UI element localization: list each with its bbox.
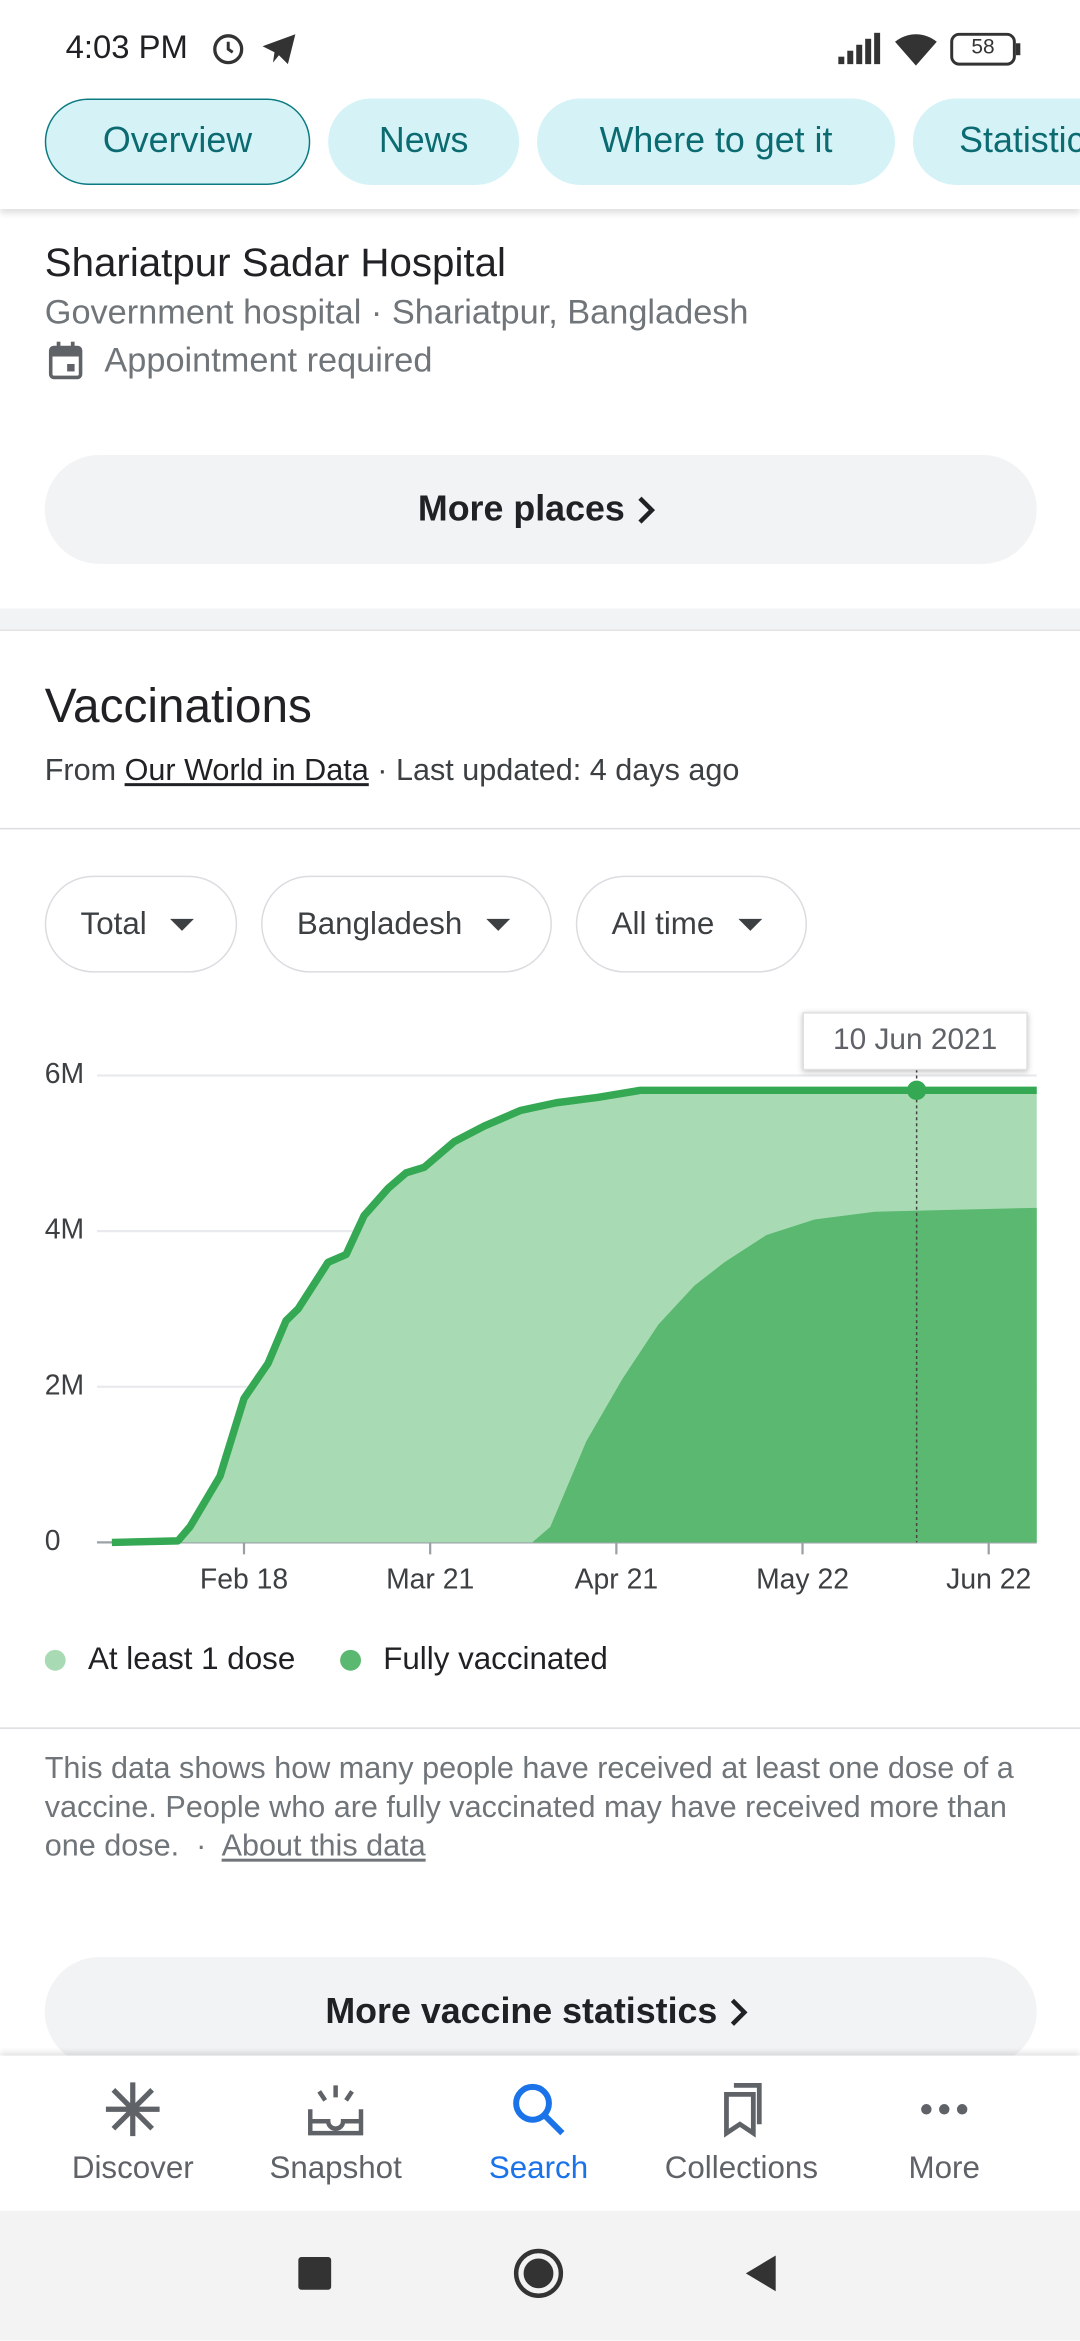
chip-label: Total: [80, 906, 147, 941]
filter-chip[interactable]: All time: [575, 875, 808, 973]
nav-icon: [724, 2083, 762, 2138]
x-tick-label: Feb 18: [200, 1564, 288, 1596]
section-divider: [0, 608, 1080, 631]
nav-label: Collections: [664, 2151, 818, 2186]
legend-swatch: [44, 1649, 66, 1671]
tab[interactable]: News: [328, 98, 520, 185]
disclaimer: This data shows how many people have rec…: [45, 1750, 1030, 1866]
tooltip-label: 10 Jun 2021: [833, 1023, 997, 1056]
nav-icon: [513, 2083, 565, 2136]
x-tick-label: Jun 22: [946, 1564, 1031, 1596]
status-icons: [213, 34, 296, 65]
tab[interactable]: Overview: [44, 98, 311, 185]
y-tick-label: 2M: [45, 1369, 84, 1401]
x-tick-label: Apr 21: [575, 1564, 658, 1596]
dropdown-arrow: [170, 918, 195, 931]
tab[interactable]: Where to get it: [537, 98, 896, 185]
source-prefix: From: [44, 753, 117, 788]
updated: · Last updated: 4 days ago: [377, 753, 740, 788]
place-subtitle: Government hospital · Shariatpur, Bangla…: [44, 292, 749, 332]
line: [111, 1086, 1037, 1547]
nav-item[interactable]: Discover: [31, 2073, 234, 2192]
legend-label: At least 1 dose: [88, 1642, 296, 1677]
disclaimer-text: This data shows how many people have rec…: [44, 1751, 1014, 1864]
legend: At least 1 dose Fully vaccinated: [44, 1642, 608, 1678]
nav-item[interactable]: Search: [437, 2073, 640, 2192]
nav-label: More: [908, 2151, 980, 2186]
legend-swatch: [339, 1649, 361, 1671]
source-link[interactable]: Our World in Data: [124, 753, 369, 788]
tab[interactable]: Statistics: [912, 98, 1080, 185]
tooltip-box: [802, 1012, 1028, 1071]
place-name[interactable]: Shariatpur Sadar Hospital: [44, 240, 506, 285]
nav-label: Search: [488, 2151, 589, 2186]
chevron: [730, 1998, 748, 2026]
nav-item[interactable]: Snapshot: [234, 2073, 437, 2192]
dropdown-arrow: [486, 918, 511, 931]
x-tick-label: Mar 21: [386, 1564, 474, 1596]
place-note: Appointment required: [104, 340, 433, 379]
divider: [0, 1727, 1080, 1729]
filter-chip[interactable]: Total: [44, 875, 238, 973]
separator: ·: [196, 1828, 207, 1864]
nav-icon: [308, 2085, 364, 2136]
more-stats-button[interactable]: More vaccine statistics: [44, 1957, 1037, 2067]
section-title: Vaccinations: [44, 678, 312, 733]
about-link[interactable]: About this data: [221, 1828, 426, 1864]
more-places-button[interactable]: More places: [44, 454, 1037, 564]
nav-item[interactable]: More: [843, 2073, 1046, 2192]
button-label: More places: [417, 488, 625, 529]
y-tick-label: 4M: [45, 1214, 84, 1246]
dropdown-arrow: [738, 918, 763, 931]
chip-label: All time: [611, 906, 715, 941]
filter-chip[interactable]: Bangladesh: [261, 875, 552, 973]
nav-icon: [921, 2104, 968, 2115]
clock: 4:03 PM: [65, 28, 188, 66]
chart: 0 2M 4M 6M Feb 18 Mar 21 Apr 21 May 22 Jun 22 10 …: [45, 1012, 1037, 1596]
nav-icon: [105, 2082, 160, 2137]
divider: [0, 827, 1080, 830]
nav-label: Discover: [71, 2151, 194, 2186]
chevron: [638, 495, 655, 523]
nav-label: Snapshot: [269, 2151, 402, 2186]
battery-level: 58: [971, 34, 995, 59]
calendar-icon: [48, 341, 83, 380]
x-tick-label: May 22: [756, 1564, 849, 1596]
area: [532, 1207, 1037, 1543]
status-icons-right: [838, 32, 1021, 66]
nav-item[interactable]: Collections: [640, 2073, 843, 2192]
y-tick-label: 0: [45, 1525, 61, 1557]
source-line: From Our World in Data · Last updated: 4…: [45, 753, 740, 789]
system-buttons[interactable]: [0, 2211, 1080, 2341]
button-label: More vaccine statistics: [325, 1990, 718, 2031]
tooltip-point: [906, 1080, 927, 1101]
system-nav: [0, 2210, 1080, 2341]
legend-label: Fully vaccinated: [383, 1642, 608, 1677]
chip-label: Bangladesh: [296, 906, 463, 941]
y-tick-label: 6M: [45, 1058, 84, 1090]
bottom-nav: [0, 2055, 1080, 2211]
